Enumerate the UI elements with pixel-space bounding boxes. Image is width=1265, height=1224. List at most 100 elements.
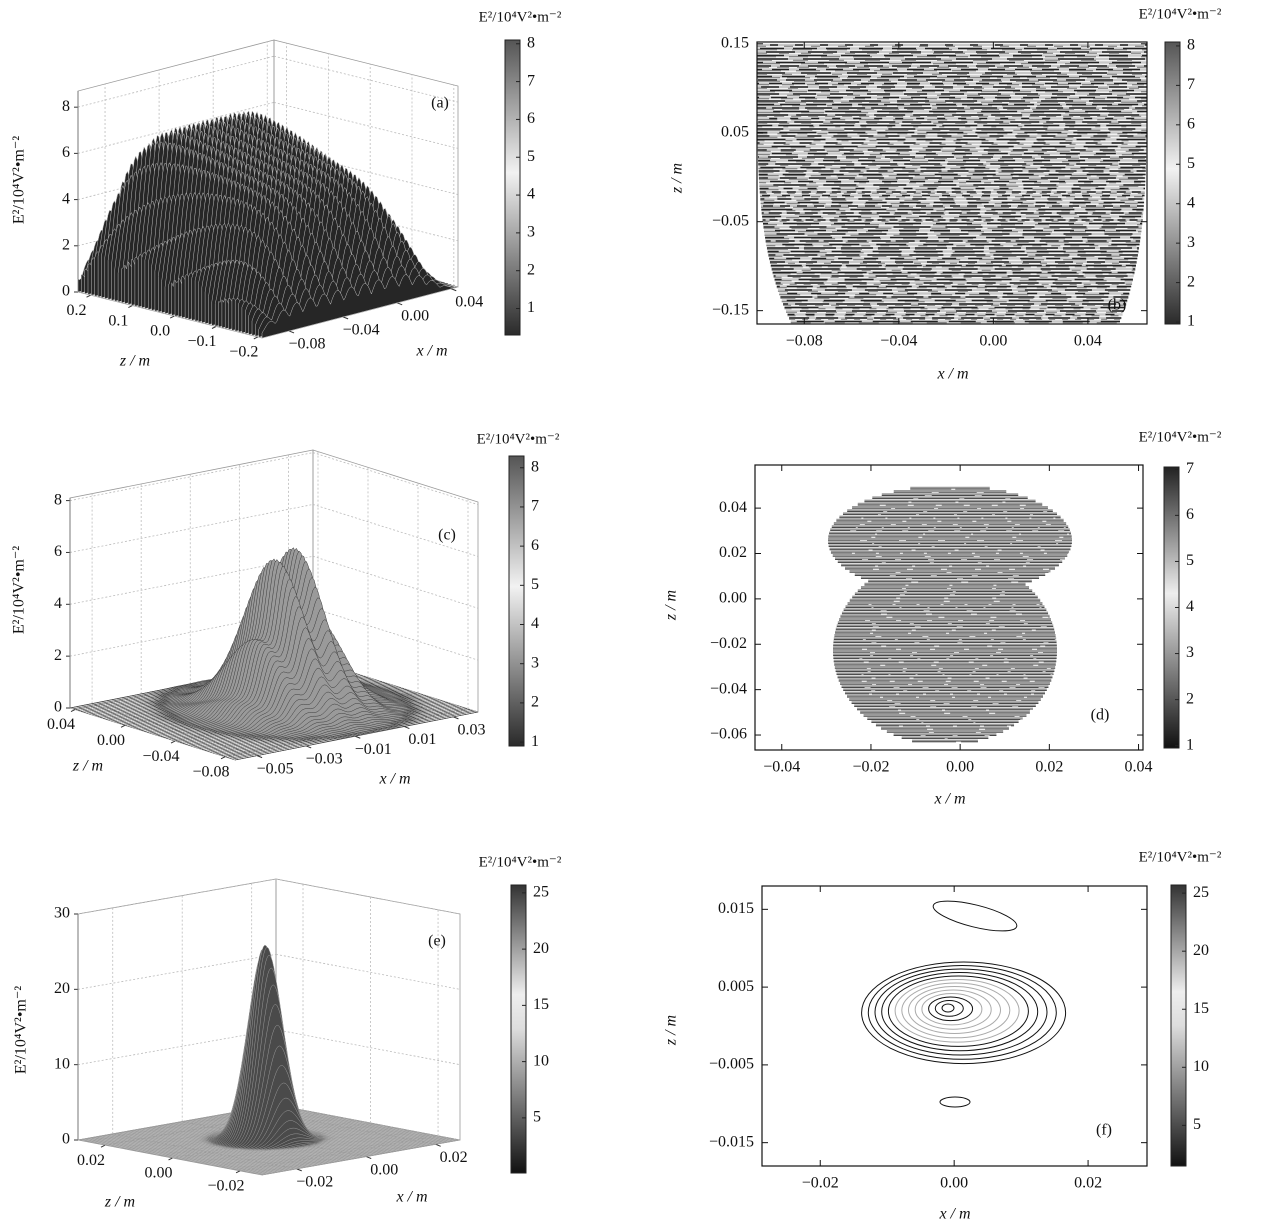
colorbar-tick-label: 5 [527,148,535,165]
colorbar [1164,41,1181,325]
x-tick [296,1168,302,1172]
y-tick-label: 0.05 [721,123,749,140]
surface-strip [204,1128,403,1165]
x-tick-label: 0.03 [457,722,485,739]
x-tick [256,755,263,759]
x-tick-label: −0.04 [343,322,380,339]
surface-strip [232,710,476,760]
y-tick-label: 0.02 [77,1152,105,1169]
z-tick-label: 0 [54,699,62,716]
z-tick-label: 30 [54,905,70,922]
grid-line [312,607,479,661]
surface-strip [200,1128,399,1164]
colorbar [508,455,525,747]
grid-line [312,452,479,505]
surface-strip [241,1135,440,1172]
colorbar-title: E²/10⁴V²•m⁻² [479,9,562,25]
colorbar-tick-label: 1 [531,733,539,750]
panel-label: (a) [431,95,449,112]
y-axis-label: z / m [663,1015,680,1046]
x-tick [451,288,457,292]
y-tick-label: −0.1 [187,333,216,350]
colorbar-tick-label: 7 [531,498,539,515]
y-tick-label: −0.08 [192,764,229,781]
x-tick-label: −0.02 [802,1175,839,1192]
colorbar-tick-label: 6 [527,110,535,127]
contour-line [928,996,974,1022]
contour-line [901,982,1011,1039]
colorbar-tick-label: 10 [533,1052,549,1069]
y-tick-label: 0.02 [719,544,747,561]
surface-strip [202,1128,401,1164]
y-tick [128,305,133,309]
y-tick [169,315,175,319]
grid-line [312,504,479,557]
y-axis-label: z / m [119,353,150,370]
colorbar-tick-label: 6 [531,537,539,554]
colorbar-title: E²/10⁴V²•m⁻² [1139,849,1222,865]
grid-line [275,878,461,915]
grid-line [77,55,275,108]
grid-line [69,452,314,501]
z-axis-label: E²/10⁴V²•m⁻² [13,986,30,1074]
grid-line [174,692,419,742]
panel-label: (b) [1108,297,1127,314]
panel-label: (e) [428,933,446,950]
grid-line [224,708,469,758]
z-tick-label: 2 [54,647,62,664]
contour-line [921,993,983,1026]
surface-strip [251,1137,450,1174]
grid-line [69,555,314,605]
y-tick [253,336,259,340]
x-tick [453,716,459,720]
colorbar-tick-label: 10 [1193,1058,1209,1075]
surface-strip [234,711,479,761]
y-tick [235,1170,241,1174]
surface-strip [247,1137,446,1173]
surface-strip [245,1136,444,1173]
y-tick-label: −0.015 [709,1133,754,1150]
grid-line [77,1029,277,1066]
grid-line [77,101,275,154]
y-tick-label: 0.0 [150,323,170,340]
y-tick-label: 0.1 [108,312,128,329]
colorbar-tick-label: 4 [1187,194,1195,211]
x-tick [435,1143,441,1147]
x-tick-label: 0.00 [979,333,1007,350]
surface-strip [206,1129,405,1165]
z-tick-label: 0 [62,283,70,300]
x-tick [366,1156,372,1160]
grid-line [69,504,314,553]
y-tick-label: 0.00 [145,1165,173,1182]
x-tick [355,735,361,739]
y-tick-label: −0.2 [229,344,258,361]
x-tick-label: 0.02 [440,1149,468,1166]
contour-line [914,989,992,1030]
colorbar-tick-label: 1 [1186,736,1194,753]
surface-strip [227,1133,426,1169]
colorbar-tick-label: 2 [531,694,539,711]
surface-strip [212,1130,411,1166]
surface-strip [233,1134,432,1170]
contour-line [887,975,1029,1047]
y-tick [220,756,226,760]
surface-strip [239,1135,438,1171]
y-tick [70,709,76,713]
z-tick-label: 8 [54,491,62,508]
x-tick-label: −0.02 [296,1174,333,1191]
colorbar [1170,884,1187,1167]
panel-label: (c) [438,527,456,544]
y-tick [211,326,217,329]
surface-strip [259,1139,459,1175]
x-tick-label: 0.02 [1035,759,1063,776]
colorbar-tick-label: 7 [1187,76,1195,93]
surface-strip [249,1137,448,1173]
colorbar-tick-label: 5 [531,576,539,593]
y-tick-label: −0.02 [710,635,747,652]
surface-strip [210,1130,409,1166]
y-tick-label: 0.2 [67,302,87,319]
y-axis-label: z / m [663,590,680,621]
colorbar-tick-label: 5 [1186,552,1194,569]
panel-label: (f) [1096,1122,1112,1139]
